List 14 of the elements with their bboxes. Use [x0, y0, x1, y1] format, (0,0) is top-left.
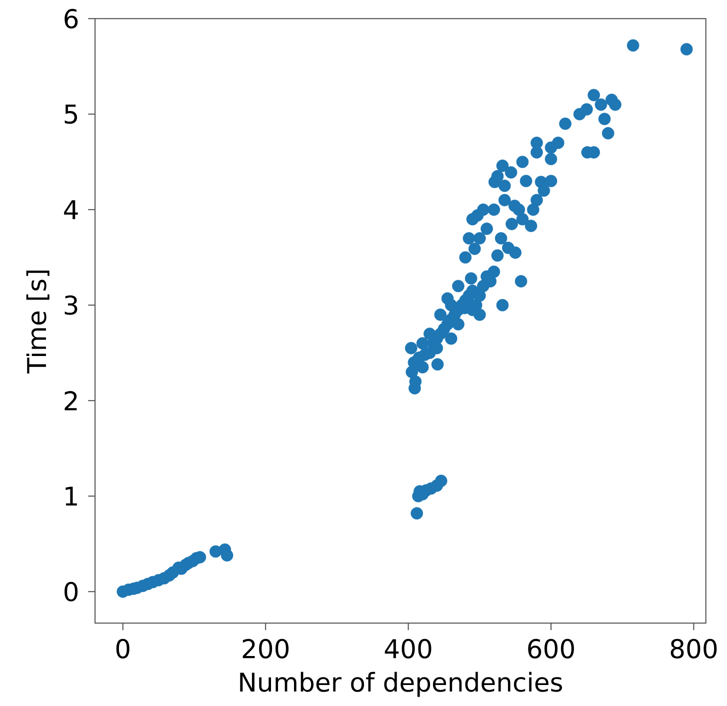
- x-tick-label: 0: [116, 639, 130, 659]
- y-tick-label: 3: [64, 296, 78, 316]
- x-axis-title: Number of dependencies: [240, 672, 562, 698]
- x-tick-label: 400: [384, 639, 432, 659]
- y-tick-label: 0: [64, 582, 78, 602]
- y-tick-label: 2: [64, 391, 77, 410]
- y-tick-label: 5: [64, 104, 78, 124]
- y-tick-label: 4: [64, 200, 78, 220]
- x-tick-label: 600: [528, 639, 574, 659]
- y-tick-label: 6: [64, 9, 78, 29]
- y-tick-label: 1: [66, 486, 77, 506]
- x-tick-label: 200: [242, 639, 289, 659]
- y-axis-title: Time [s]: [26, 270, 50, 374]
- x-tick-label: 800: [670, 639, 717, 659]
